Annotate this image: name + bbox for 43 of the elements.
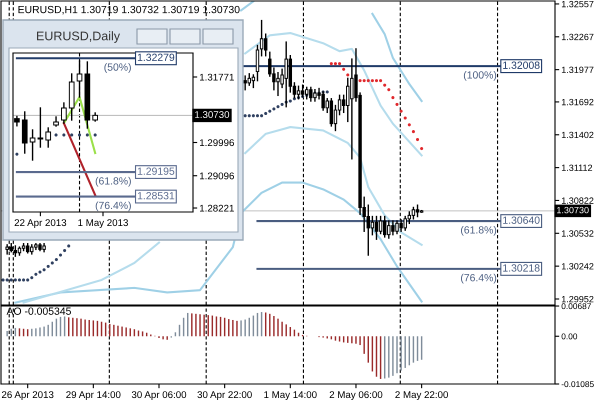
x-tick-label: 2 May 22:00 bbox=[395, 391, 448, 400]
y-tick-label: 1.29952 bbox=[562, 296, 594, 302]
series-label: 1.32008 bbox=[503, 62, 540, 69]
y-tick-label: 1.28221 bbox=[200, 204, 234, 212]
chart-title: AO -0.005345 bbox=[6, 307, 71, 315]
y-tick-label: 1.31692 bbox=[562, 98, 594, 106]
y-tick-label: 1.29096 bbox=[200, 172, 234, 180]
x-tick-label: 30 Apr 22:00 bbox=[197, 391, 252, 400]
series-label: 1.30640 bbox=[503, 216, 540, 224]
annotation: (100%) bbox=[464, 70, 496, 81]
annotation: (50%) bbox=[104, 63, 131, 73]
y-tick-label: 1.30532 bbox=[562, 230, 594, 237]
x-tick-label: 1 May 2013 bbox=[78, 219, 128, 228]
y-tick-label: 1.32557 bbox=[562, 0, 594, 8]
y-tick-label: 1.31112 bbox=[562, 164, 592, 171]
x-tick-label: 22 Apr 2013 bbox=[14, 219, 66, 228]
y-tick-label: 1.30242 bbox=[562, 263, 594, 270]
series-label: 1.29195 bbox=[138, 167, 174, 175]
y-tick-label: -0.01085 bbox=[562, 381, 594, 388]
y-tick-label: 0.00687 bbox=[562, 303, 591, 310]
x-tick-label: 30 Apr 06:00 bbox=[132, 391, 186, 400]
annotation: (61.8%) bbox=[460, 226, 496, 236]
x-tick-label: 2 May 06:00 bbox=[330, 391, 382, 400]
annotation: (61.8%) bbox=[96, 176, 131, 187]
y-tick-label: 1.30822 bbox=[562, 197, 594, 204]
ref-line-label: 1.30730 bbox=[195, 111, 230, 118]
annotation: (76.4%) bbox=[460, 274, 496, 284]
annotation: (76.4%) bbox=[96, 201, 131, 212]
y-tick-label: 1.31771 bbox=[200, 74, 234, 81]
series-label: 1.28531 bbox=[138, 192, 174, 200]
y-tick-label: 0.00 bbox=[562, 333, 578, 340]
series-label: 1.32279 bbox=[138, 54, 174, 62]
series-label: 1.30218 bbox=[503, 264, 540, 272]
y-tick-label: 1.29996 bbox=[200, 139, 234, 146]
y-tick-label: 1.32267 bbox=[562, 34, 594, 40]
x-tick-label: 29 Apr 14:00 bbox=[66, 391, 121, 400]
y-tick-label: 1.31977 bbox=[562, 66, 594, 73]
ref-line-label: 1.30730 bbox=[557, 206, 589, 214]
chart-title: EURUSD,H1 1.30719 1.30732 1.30719 1.30730 bbox=[18, 6, 240, 14]
chart-title: EURUSD,Daily bbox=[37, 31, 120, 43]
y-tick-label: 1.31402 bbox=[562, 132, 594, 138]
x-tick-label: 1 May 14:00 bbox=[264, 391, 317, 400]
x-tick-label: 26 Apr 2013 bbox=[2, 391, 54, 400]
